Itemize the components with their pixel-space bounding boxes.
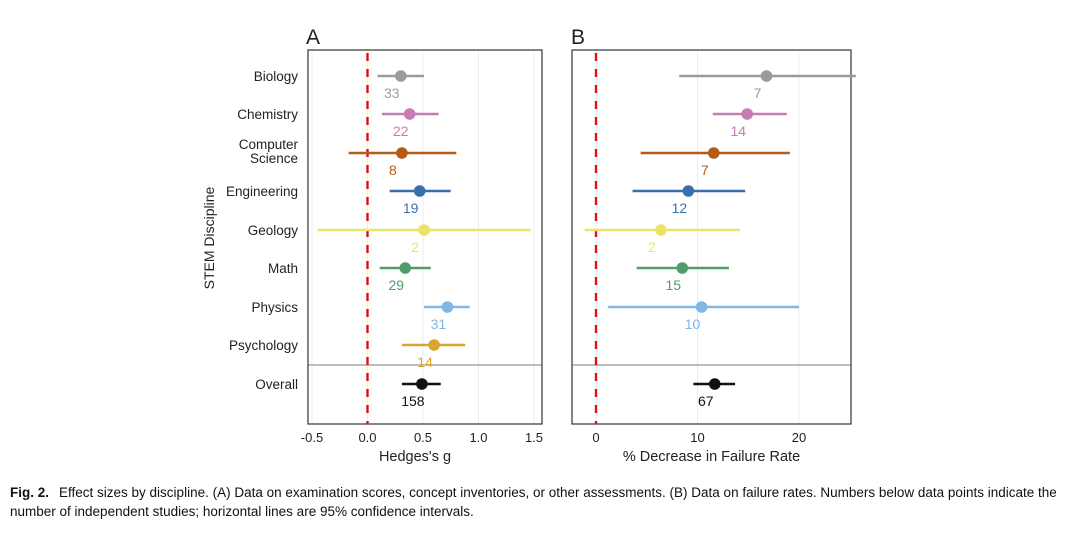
panel-letter: B: [571, 26, 585, 49]
plot-border: [307, 49, 543, 425]
point-psychology: [428, 339, 440, 351]
forest-plot-figure: STEM Discipline Biology Chemistry Computer…: [201, 26, 856, 465]
point-geology: [655, 224, 667, 236]
point-engineering: [682, 185, 695, 197]
plot-area: [572, 50, 851, 424]
n-label-engineering: 19: [403, 200, 419, 216]
point-math: [399, 262, 412, 274]
point-overall: [708, 378, 721, 390]
n-label-engineering: 12: [672, 200, 688, 216]
point-overall: [416, 378, 428, 390]
x-tick-label: 0.5: [414, 430, 432, 445]
n-label-chemistry: 22: [393, 123, 409, 139]
n-label-physics: 10: [685, 316, 701, 332]
x-tick-label: -0.5: [301, 430, 323, 445]
x-tick-label: 20: [792, 430, 806, 445]
point-biology: [760, 70, 773, 82]
figure-caption: Fig. 2. Effect sizes by discipline. (A) D…: [10, 483, 1076, 521]
n-label-biology: 33: [384, 85, 400, 101]
x-axis-title: Hedges's g: [379, 449, 451, 465]
point-physics: [441, 301, 454, 313]
point-engineering: [413, 185, 426, 197]
n-label-math: 29: [388, 277, 404, 293]
n-label-computer-science: 8: [389, 162, 397, 178]
n-label-geology: 2: [411, 239, 419, 255]
x-axis-title: % Decrease in Failure Rate: [623, 449, 800, 465]
category-label-engineering: Engineering: [226, 184, 298, 199]
n-label-overall: 158: [401, 393, 425, 409]
category-label-chemistry: Chemistry: [237, 107, 298, 122]
category-labels: Biology Chemistry Computer Science Engineeri…: [226, 69, 299, 392]
point-physics: [695, 301, 708, 313]
category-label-overall: Overall: [255, 377, 298, 392]
point-geology: [418, 224, 430, 236]
panel-b-failure-rates: B 7 14 7 12 2 15 10 67 0 10 20 % Decrease in Failure…: [571, 26, 856, 465]
point-chemistry: [741, 108, 754, 120]
x-tick-label: 1.5: [525, 430, 543, 445]
n-label-chemistry: 14: [730, 123, 746, 139]
x-tick-label: 0.0: [358, 430, 376, 445]
n-label-biology: 7: [754, 85, 762, 101]
n-label-computer-science: 7: [701, 162, 709, 178]
plot-area: [308, 50, 542, 424]
panel-a-effect-sizes: A 33 22 8 19 2 29 31 14 158 -0.5 0.0 0.5 1.0 1.5 Hedges…: [301, 26, 543, 465]
y-axis-title: STEM Discipline: [201, 186, 217, 289]
category-label-psychology: Psychology: [229, 338, 298, 353]
category-label-biology: Biology: [254, 69, 299, 84]
panel-letter: A: [306, 26, 320, 49]
category-label-physics: Physics: [251, 300, 298, 315]
point-math: [676, 262, 689, 274]
n-label-geology: 2: [648, 239, 656, 255]
category-label-math: Math: [268, 261, 298, 276]
point-biology: [395, 70, 407, 82]
category-label-computer-science: Computer Science: [239, 137, 299, 166]
n-label-physics: 31: [431, 316, 447, 332]
category-label-geology: Geology: [248, 223, 299, 238]
point-computer-science: [396, 147, 408, 159]
n-label-psychology: 14: [417, 354, 433, 370]
n-label-overall: 67: [698, 393, 714, 409]
caption-text: Effect sizes by discipline. (A) Data on …: [10, 485, 1057, 519]
n-label-math: 15: [665, 277, 681, 293]
point-computer-science: [707, 147, 720, 159]
plot-border: [571, 49, 852, 425]
point-chemistry: [403, 108, 416, 120]
x-tick-label: 10: [690, 430, 704, 445]
x-tick-label: 1.0: [469, 430, 487, 445]
x-tick-label: 0: [592, 430, 599, 445]
caption-label: Fig. 2.: [10, 485, 50, 500]
